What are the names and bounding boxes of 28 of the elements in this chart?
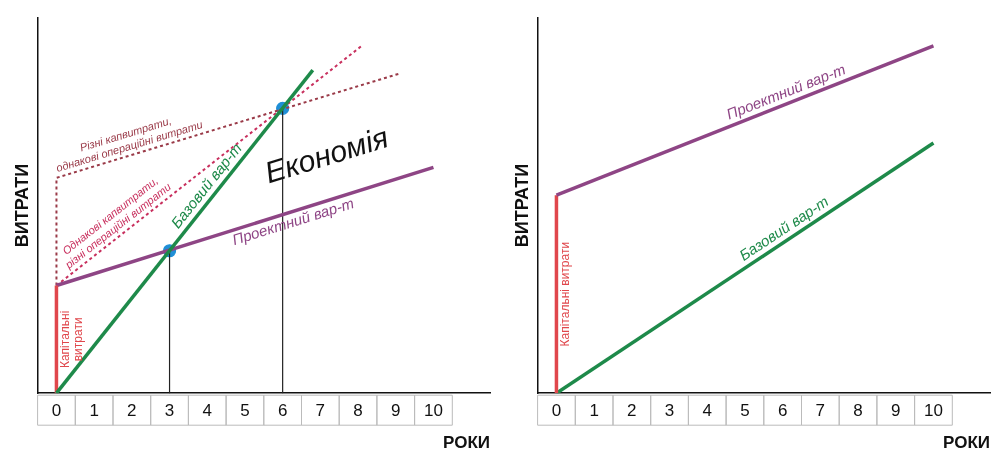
x-tick-label: 0 [551,401,562,421]
y-axis-title: ВИТРАТИ [11,163,32,248]
y-axis-title: ВИТРАТИ [511,163,532,248]
x-axis-title: РОКИ [943,433,990,453]
text: Капітальні витрати [557,241,572,347]
x-tick-label: 6 [777,401,788,421]
x-tick-label: 9 [891,401,901,421]
x-tick-label: 3 [664,401,675,421]
x-tick-label: 9 [391,401,401,421]
x-tick-label: 7 [815,401,826,421]
x-tick-label: 1 [89,401,99,421]
x-tick-label: 6 [277,401,288,421]
x-tick-label: 5 [240,401,250,421]
x-tick-label: 5 [740,401,750,421]
text: Капітальні витрати [57,310,86,369]
x-tick-label: 4 [202,401,212,421]
x-tick-label: 2 [627,401,637,421]
x-tick-label: 8 [853,401,863,421]
x-axis-title: РОКИ [443,433,490,453]
x-tick-label: 2 [127,401,137,421]
x-tick-label: 10 [423,401,443,421]
x-tick-label: 0 [51,401,62,421]
x-tick-label: 1 [589,401,599,421]
x-tick-label: 4 [702,401,712,421]
x-tick-label: 10 [923,401,943,421]
x-tick-label: 7 [315,401,326,421]
x-tick-label: 8 [353,401,363,421]
x-tick-label: 3 [164,401,175,421]
